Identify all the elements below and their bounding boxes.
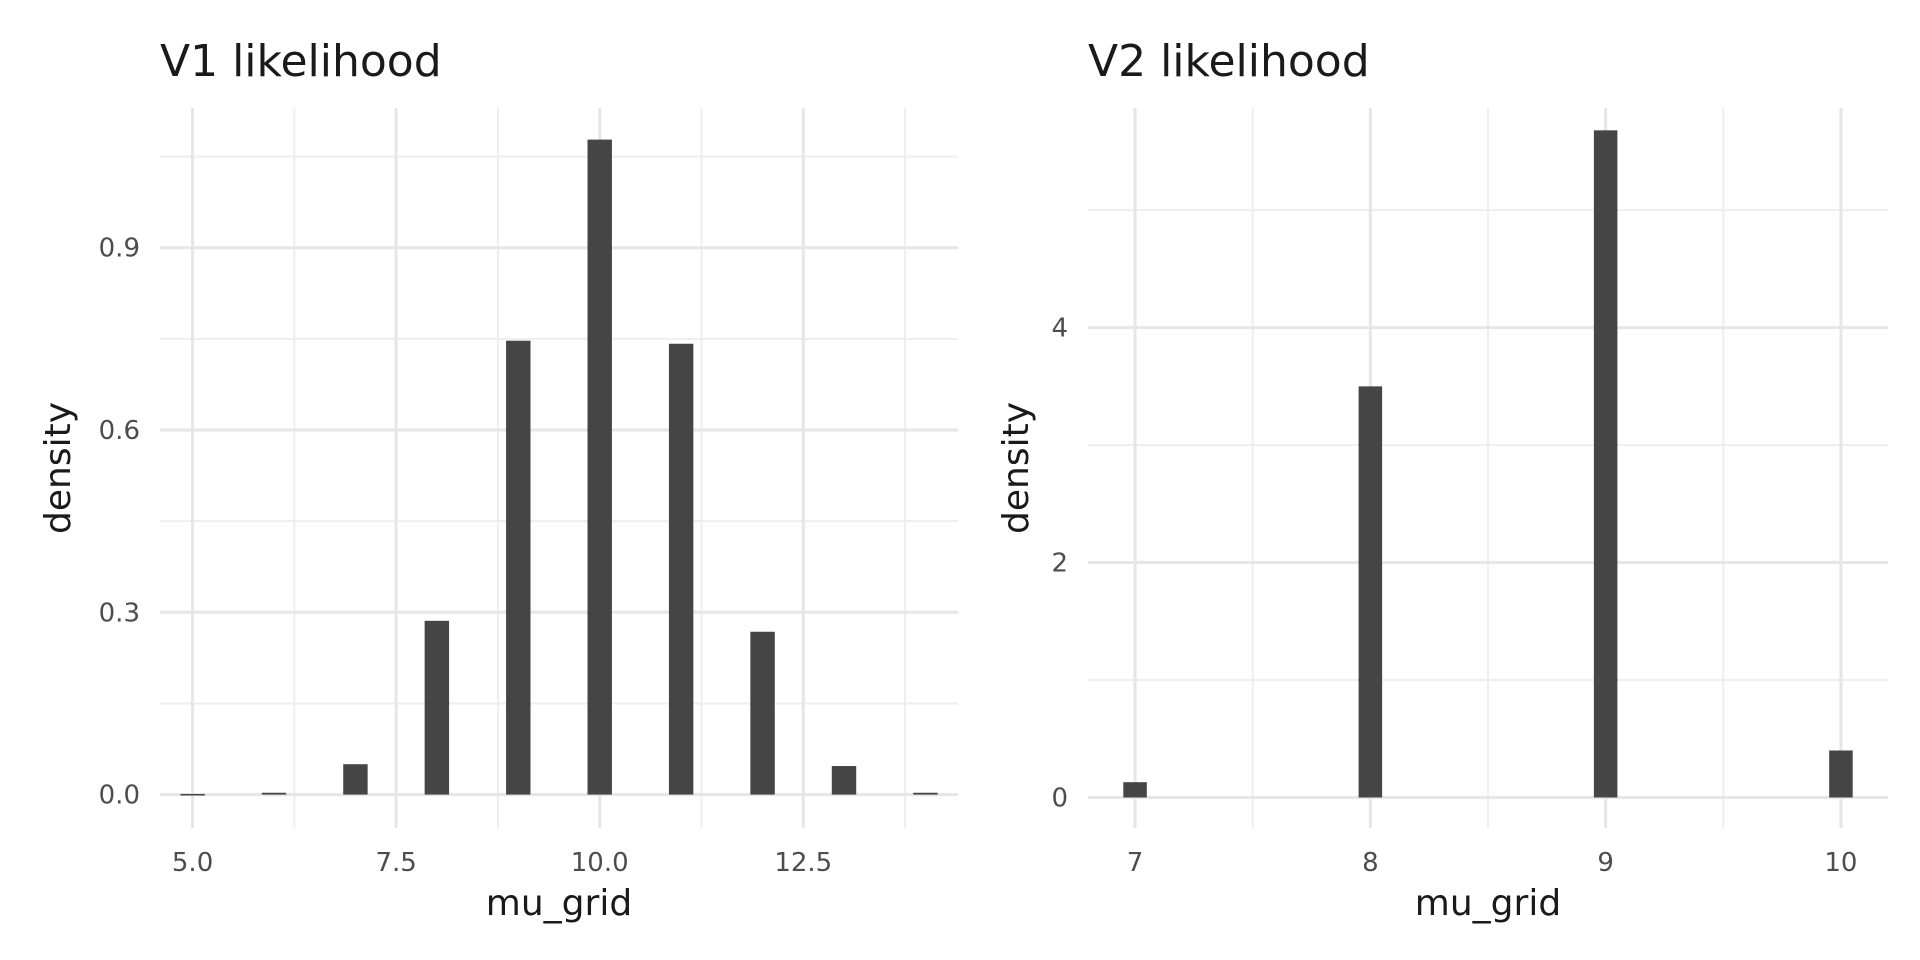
v1-x-axis-title: mu_grid <box>486 883 632 924</box>
bar-7 <box>343 764 368 795</box>
x-tick-label: 8 <box>1362 848 1379 878</box>
v2-y-axis-title: density <box>996 402 1037 534</box>
y-tick-label: 2 <box>1051 549 1068 579</box>
bar-7 <box>1123 782 1147 798</box>
bar-13 <box>831 766 857 795</box>
v2-chart-title: V2 likelihood <box>1088 36 1370 87</box>
bar-14 <box>913 792 938 795</box>
bar-12 <box>750 631 775 795</box>
x-tick-label: 12.5 <box>774 848 832 878</box>
y-tick-label: 0.3 <box>99 598 140 628</box>
y-tick-label: 0.6 <box>99 416 140 446</box>
x-tick-label: 7.5 <box>375 848 416 878</box>
v1-y-axis-title: density <box>38 402 79 534</box>
v1-chart-title: V1 likelihood <box>160 36 442 87</box>
bar-5 <box>180 793 205 796</box>
bar-8 <box>424 620 450 795</box>
v1-likelihood-panel: 0.0 0.3 0.6 0.9 5.0 7.5 10.0 12.5 V1 likelihood m… <box>38 36 958 924</box>
y-tick-label: 4 <box>1051 314 1068 344</box>
x-tick-label: 10 <box>1824 848 1857 878</box>
bar-9 <box>506 340 531 795</box>
x-tick-label: 7 <box>1127 848 1144 878</box>
bar-9 <box>1593 130 1618 798</box>
x-tick-label: 5.0 <box>172 848 213 878</box>
y-tick-label: 0.9 <box>99 234 140 264</box>
x-tick-label: 9 <box>1597 848 1614 878</box>
x-tick-label: 10.0 <box>571 848 629 878</box>
bar-11 <box>668 343 694 795</box>
bar-10 <box>587 139 612 795</box>
y-tick-label: 0.0 <box>99 781 140 811</box>
bar-8 <box>1358 386 1383 798</box>
v2-likelihood-panel: 0 2 4 7 8 9 10 V2 likelihood mu_grid density <box>996 36 1888 924</box>
bar-6 <box>261 792 287 795</box>
y-tick-label: 0 <box>1051 783 1068 813</box>
bar-10 <box>1829 750 1853 798</box>
v2-x-axis-title: mu_grid <box>1415 883 1561 924</box>
